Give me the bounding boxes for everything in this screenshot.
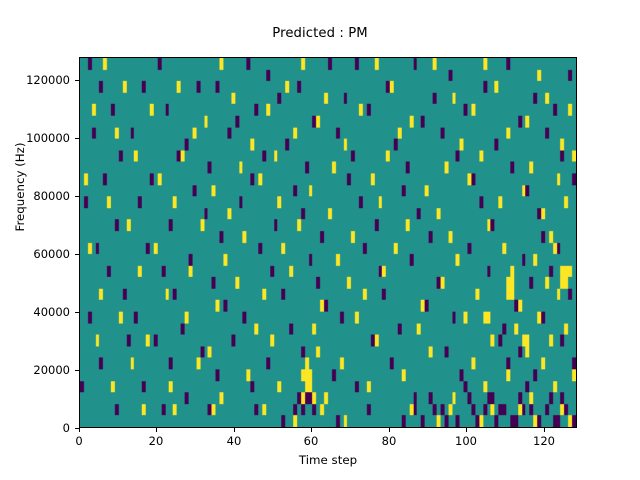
xtick-label: 100: [455, 434, 477, 448]
xtick-label: 0: [75, 434, 83, 448]
ytick-mark: [75, 428, 79, 429]
xtick-label: 120: [533, 434, 555, 448]
ytick-mark: [75, 196, 79, 197]
xtick-mark: [544, 428, 545, 432]
xtick-mark: [311, 428, 312, 432]
xtick-label: 20: [148, 434, 164, 448]
xtick-label: 40: [226, 434, 242, 448]
heatmap-plot-area: [79, 57, 577, 428]
ytick-label: 100000: [26, 131, 70, 145]
xtick-mark: [466, 428, 467, 432]
xtick-mark: [389, 428, 390, 432]
x-axis-label: Time step: [298, 453, 358, 467]
ytick-label: 0: [62, 421, 70, 435]
xtick-mark: [234, 428, 235, 432]
xtick-mark: [156, 428, 157, 432]
heatmap-canvas: [80, 58, 576, 427]
xtick-mark: [79, 428, 80, 432]
ytick-label: 20000: [33, 363, 70, 377]
ytick-mark: [75, 370, 79, 371]
ytick-label: 120000: [26, 73, 70, 87]
ytick-label: 80000: [33, 189, 70, 203]
xtick-label: 80: [381, 434, 397, 448]
ytick-mark: [75, 80, 79, 81]
ytick-label: 40000: [33, 305, 70, 319]
ytick-mark: [75, 312, 79, 313]
ytick-label: 60000: [33, 247, 70, 261]
ytick-mark: [75, 138, 79, 139]
xtick-label: 60: [303, 434, 319, 448]
chart-title: Predicted : PM: [272, 26, 368, 41]
ytick-mark: [75, 254, 79, 255]
y-axis-label: Frequency (Hz): [13, 142, 27, 232]
